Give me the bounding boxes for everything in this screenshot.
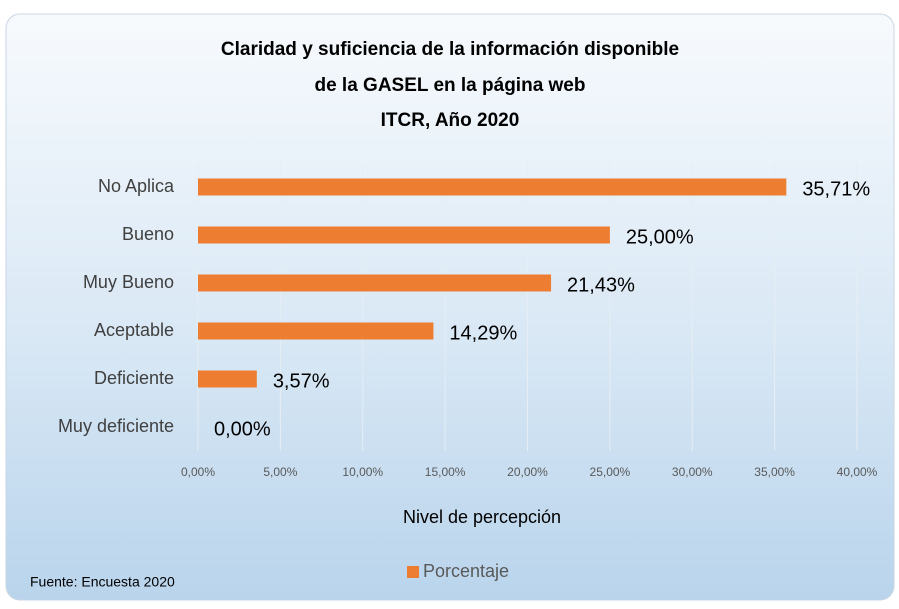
y-tick-label: Muy Bueno xyxy=(83,272,174,292)
bar xyxy=(198,274,552,292)
x-tick-label: 5,00% xyxy=(263,465,297,479)
y-tick-label: Deficiente xyxy=(94,368,174,388)
bar xyxy=(198,370,257,388)
x-tick-label: 25,00% xyxy=(590,465,631,479)
value-label: 25,00% xyxy=(626,226,694,248)
x-tick-label: 35,00% xyxy=(754,465,795,479)
bar xyxy=(198,178,787,196)
chart-title: Claridad y suficiencia de la información… xyxy=(221,39,679,60)
x-tick-label: 30,00% xyxy=(672,465,713,479)
y-tick-label: Bueno xyxy=(122,224,174,244)
source-note: Fuente: Encuesta 2020 xyxy=(30,574,175,590)
chart-background xyxy=(5,13,895,601)
value-label: 3,57% xyxy=(273,370,330,392)
chart-title: ITCR, Año 2020 xyxy=(381,110,520,131)
value-label: 35,71% xyxy=(802,178,870,200)
y-tick-label: Aceptable xyxy=(94,320,174,340)
x-tick-label: 10,00% xyxy=(342,465,383,479)
x-tick-label: 0,00% xyxy=(181,465,215,479)
bar xyxy=(198,226,610,244)
chart-title: de la GASEL en la página web xyxy=(314,75,585,96)
value-label: 0,00% xyxy=(214,418,271,440)
legend-swatch xyxy=(407,566,419,578)
x-tick-label: 40,00% xyxy=(837,465,878,479)
y-tick-label: No Aplica xyxy=(98,176,175,196)
x-axis-label: Nivel de percepción xyxy=(403,507,561,527)
y-tick-label: Muy deficiente xyxy=(58,416,174,436)
x-tick-label: 20,00% xyxy=(507,465,548,479)
bar xyxy=(198,322,434,340)
value-label: 14,29% xyxy=(449,322,517,344)
value-label: 21,43% xyxy=(567,274,635,296)
x-tick-label: 15,00% xyxy=(425,465,466,479)
legend-label: Porcentaje xyxy=(423,561,509,581)
